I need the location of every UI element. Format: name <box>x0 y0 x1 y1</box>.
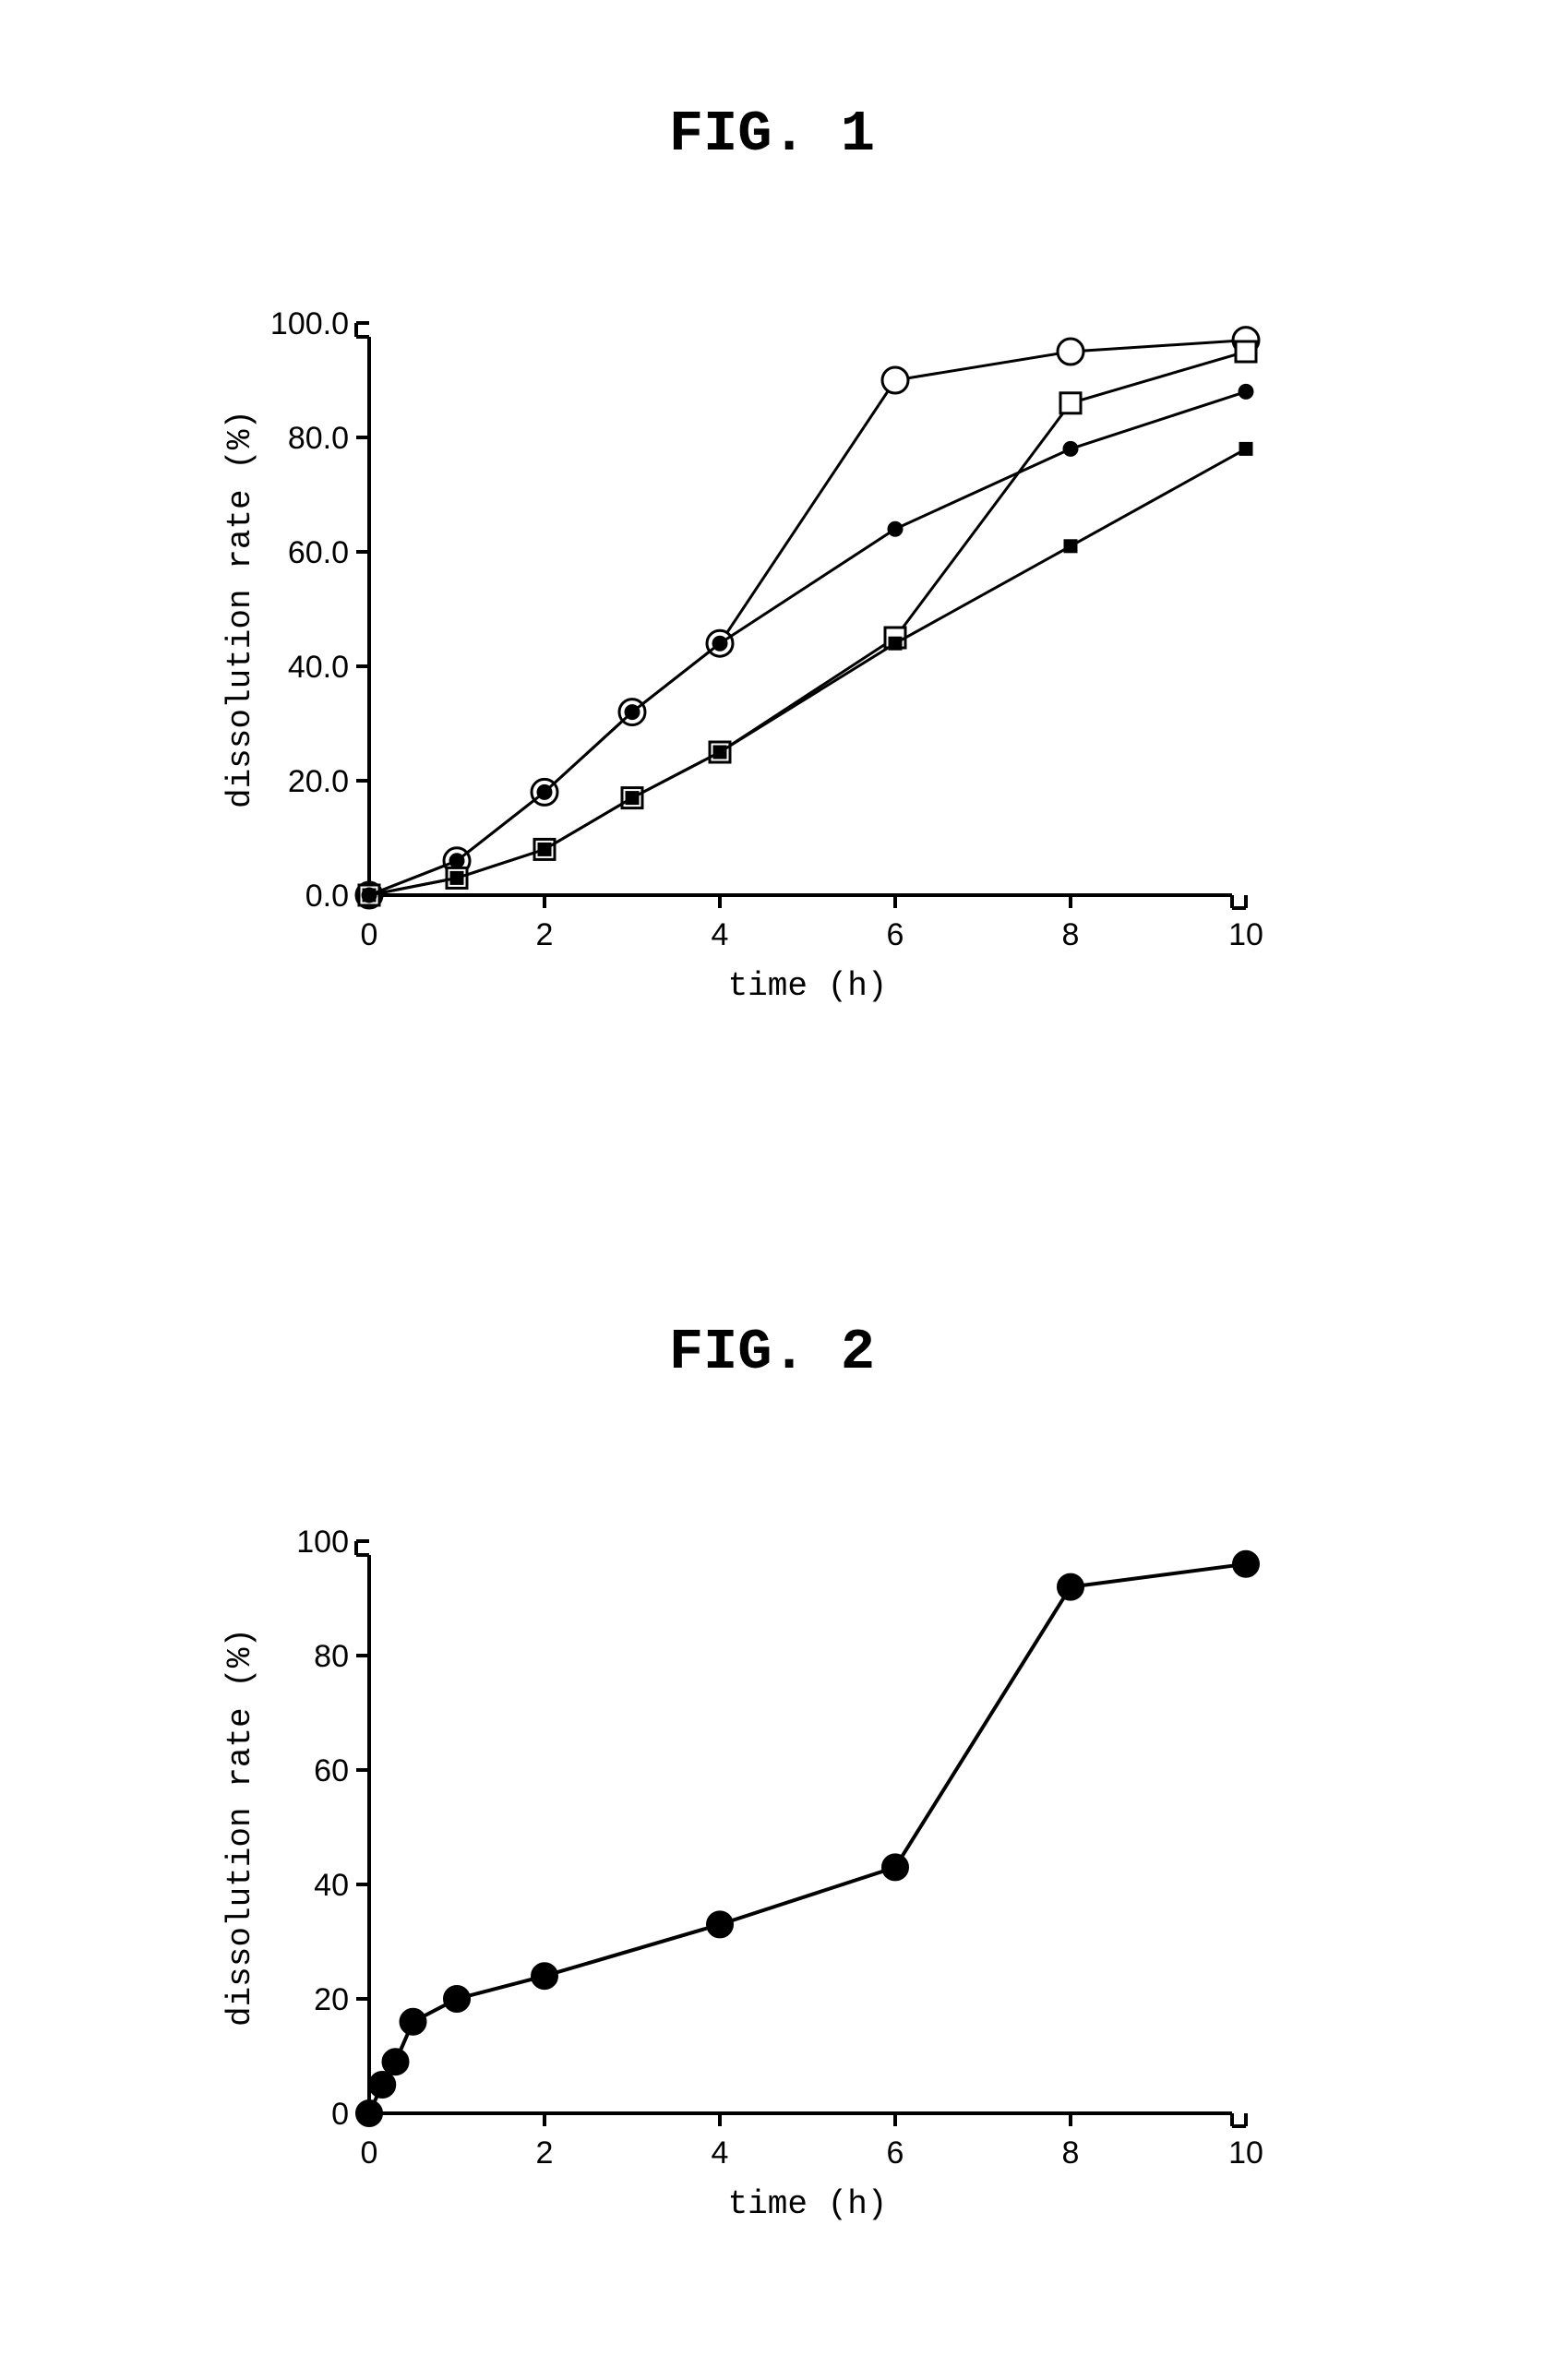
svg-text:80: 80 <box>314 1639 349 1674</box>
fig1-title: FIG. 1 <box>669 102 875 167</box>
svg-text:time (h): time (h) <box>728 967 888 1005</box>
svg-text:60: 60 <box>314 1753 349 1788</box>
page: FIG. 1 02468100.020.040.060.080.0100.0ti… <box>0 0 1544 2380</box>
svg-text:6: 6 <box>887 917 904 952</box>
fig2-chart: 0246810020406080100time (h)dissolution r… <box>203 1513 1292 2233</box>
svg-text:4: 4 <box>712 917 729 952</box>
svg-text:dissolution rate (%): dissolution rate (%) <box>221 1628 259 2027</box>
svg-text:40.0: 40.0 <box>288 650 349 685</box>
svg-text:0.0: 0.0 <box>305 879 349 914</box>
svg-text:0: 0 <box>361 917 378 952</box>
svg-text:6: 6 <box>887 2135 904 2171</box>
svg-text:8: 8 <box>1062 917 1080 952</box>
svg-text:20.0: 20.0 <box>288 764 349 799</box>
fig1-chart: 02468100.020.040.060.080.0100.0time (h)d… <box>203 295 1292 1015</box>
svg-text:0: 0 <box>331 2097 349 2132</box>
svg-text:2: 2 <box>536 917 554 952</box>
svg-text:40: 40 <box>314 1868 349 1903</box>
svg-text:20: 20 <box>314 1982 349 2017</box>
svg-text:100: 100 <box>296 1525 349 1560</box>
svg-text:60.0: 60.0 <box>288 535 349 570</box>
svg-text:0: 0 <box>361 2135 378 2171</box>
svg-text:time (h): time (h) <box>728 2185 888 2223</box>
svg-text:4: 4 <box>712 2135 729 2171</box>
svg-text:2: 2 <box>536 2135 554 2171</box>
fig2-title: FIG. 2 <box>669 1320 875 1385</box>
svg-text:8: 8 <box>1062 2135 1080 2171</box>
svg-text:10: 10 <box>1228 917 1263 952</box>
svg-text:10: 10 <box>1228 2135 1263 2171</box>
svg-text:80.0: 80.0 <box>288 421 349 456</box>
svg-text:100.0: 100.0 <box>270 306 349 341</box>
svg-text:dissolution rate (%): dissolution rate (%) <box>221 410 259 808</box>
